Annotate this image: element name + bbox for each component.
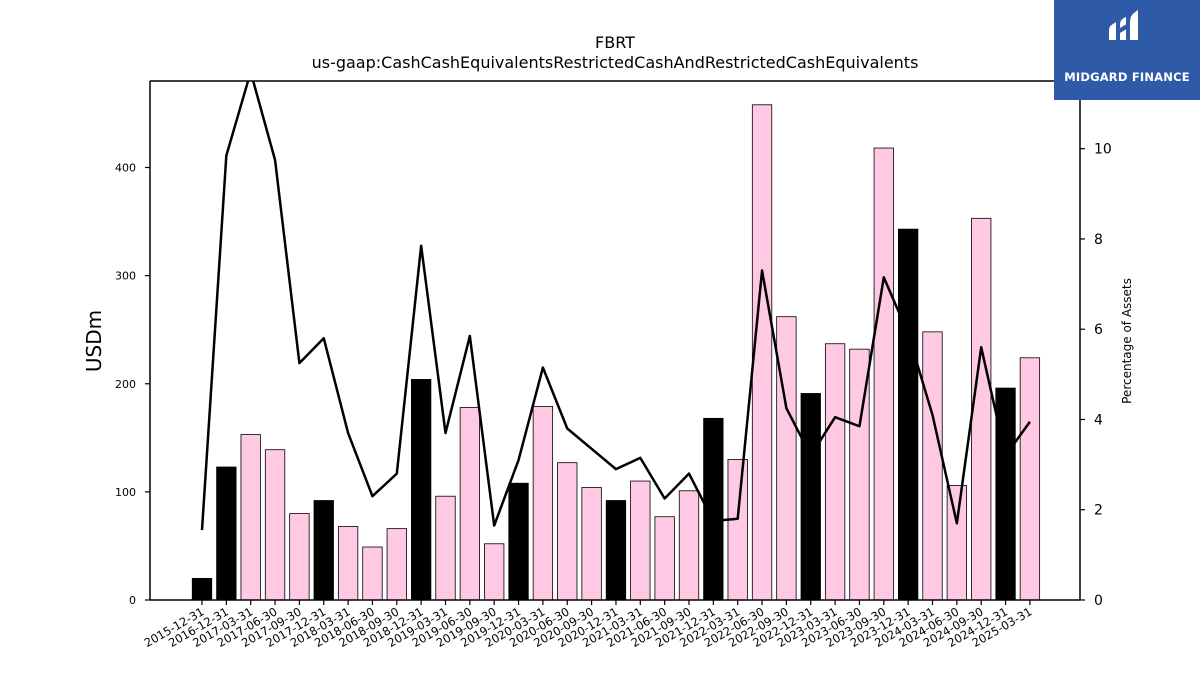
y-right-tick-label: 6	[1094, 322, 1103, 338]
y-right-tick-label: 10	[1094, 142, 1112, 158]
bar	[946, 484, 967, 601]
y-right-tick-label: 8	[1094, 232, 1103, 248]
bar	[532, 406, 554, 601]
y-axis-right-label: Percentage of Assets	[1120, 278, 1134, 404]
y-right-tick-label: 0	[1094, 593, 1103, 609]
bar	[386, 528, 407, 601]
bar	[289, 513, 310, 601]
bar	[727, 459, 748, 601]
y-axis-right-ticks: 0 2 4 6 8 10	[1080, 142, 1112, 609]
y-tick-label: 200	[115, 378, 136, 391]
bar	[313, 500, 334, 601]
bar	[411, 379, 432, 601]
bar	[362, 546, 383, 601]
bar	[678, 490, 700, 601]
bar	[776, 316, 797, 601]
bar	[240, 434, 261, 601]
y-tick-label: 0	[129, 594, 136, 607]
bar	[216, 466, 237, 601]
bar	[873, 147, 894, 601]
y-axis-left-label: USDm	[82, 310, 106, 372]
line-series	[200, 81, 1031, 531]
bar	[557, 462, 578, 601]
bar	[337, 526, 359, 601]
bar	[654, 516, 675, 601]
y-tick-label: 300	[115, 270, 136, 283]
chart-title: FBRT	[595, 33, 635, 52]
logo-brand-text: MIDGARD FINANCE	[1064, 70, 1190, 84]
bar	[824, 343, 846, 601]
bar	[1019, 357, 1041, 601]
bar	[630, 480, 651, 601]
bar	[508, 482, 529, 601]
y-tick-label: 400	[115, 162, 136, 175]
line-path	[200, 81, 1031, 531]
bar	[484, 543, 505, 601]
bar	[459, 407, 480, 601]
y-right-tick-label: 2	[1094, 503, 1103, 519]
bar	[435, 495, 456, 601]
bar	[898, 228, 919, 601]
bar	[605, 500, 627, 601]
bar	[800, 393, 821, 601]
bar	[264, 449, 286, 601]
midgard-finance-logo: MIDGARD FINANCE	[1054, 0, 1200, 100]
bar	[971, 217, 992, 601]
chart-subtitle: us-gaap:CashCashEquivalentsRestrictedCas…	[312, 53, 919, 72]
bar	[922, 331, 943, 601]
bar	[581, 487, 602, 601]
y-axis-left-ticks: 0 100 200 300 400	[115, 162, 150, 607]
midgard-logo-icon	[1109, 10, 1138, 40]
x-axis-ticks: 2015-12-312016-12-312017-03-312017-06-30…	[142, 600, 1034, 650]
y-tick-label: 100	[115, 486, 136, 499]
y-right-tick-label: 4	[1094, 412, 1103, 428]
bar	[191, 577, 213, 601]
